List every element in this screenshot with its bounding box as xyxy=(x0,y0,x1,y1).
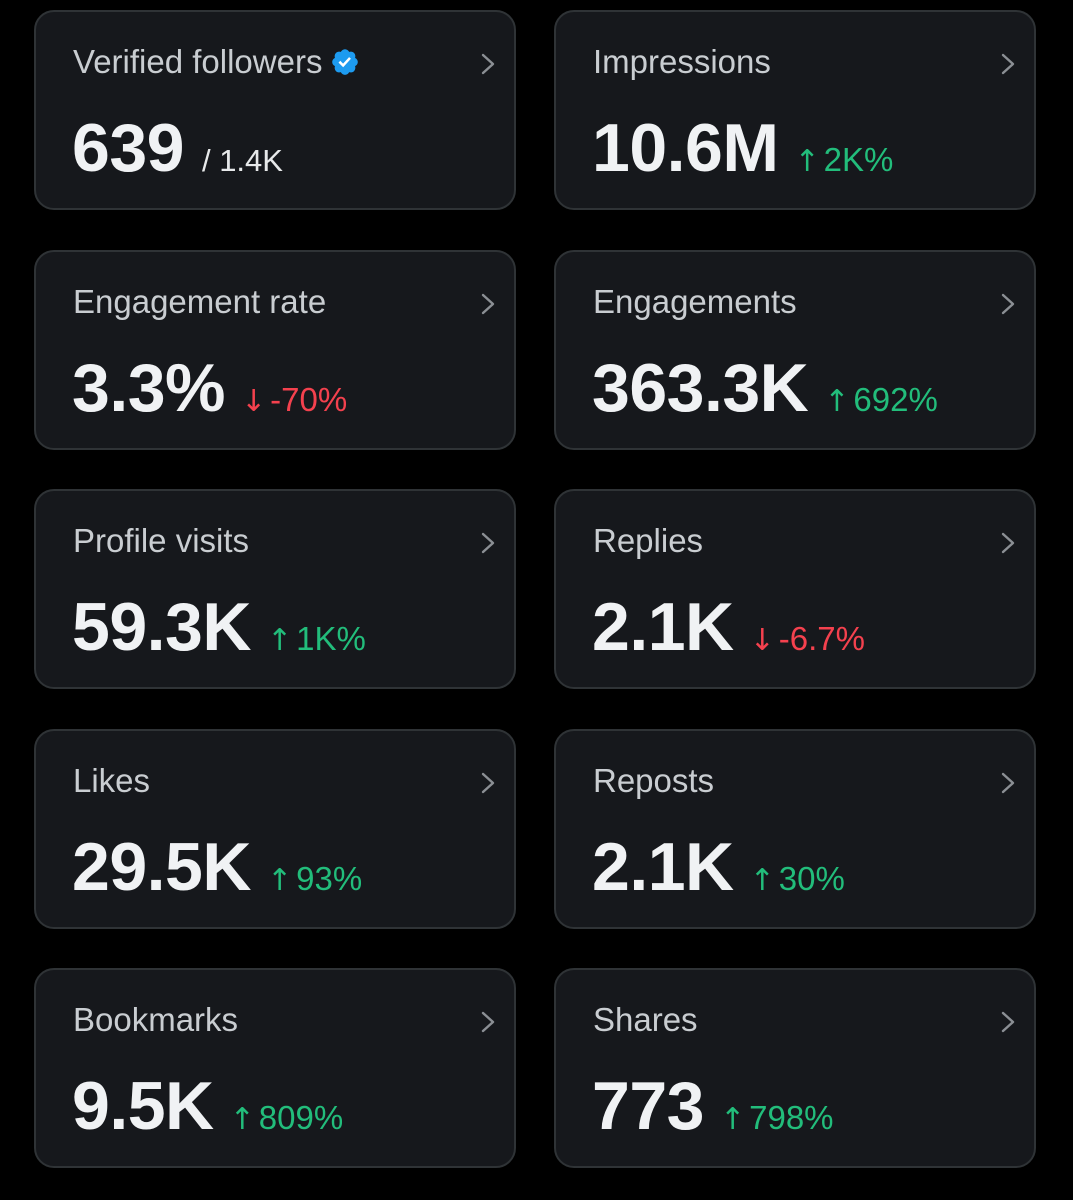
card-value-row: 639 / 1.4K xyxy=(72,110,283,186)
card-value-row: 10.6M ↑ 2K% xyxy=(592,110,893,186)
card-label: Likes xyxy=(73,762,151,799)
chevron-right-icon xyxy=(481,293,495,315)
card-value: 29.5K xyxy=(72,829,251,905)
card-change: ↑ 809% xyxy=(230,1099,344,1137)
card-total: / 1.4K xyxy=(201,143,283,178)
card-label: Profile visits xyxy=(73,522,250,559)
card-label: Engagement rate xyxy=(73,283,327,320)
card-value: 10.6M xyxy=(592,110,779,186)
verified-badge-icon xyxy=(332,49,359,75)
card-value-row: 2.1K ↓ -6.7% xyxy=(592,589,865,665)
card-change: ↑ 93% xyxy=(267,860,362,898)
card-engagement-rate[interactable]: Engagement rate 3.3% ↓ -70% xyxy=(34,250,516,450)
chevron-right-icon xyxy=(1001,293,1015,315)
arrow-up-icon: ↑ xyxy=(266,863,293,898)
card-value: 363.3K xyxy=(592,350,809,426)
card-change-value: 93% xyxy=(296,860,363,897)
card-value-row: 3.3% ↓ -70% xyxy=(72,350,347,426)
arrow-up-icon: ↑ xyxy=(824,384,850,419)
card-label-text: Verified followers xyxy=(73,43,323,80)
chevron-right-icon xyxy=(481,532,495,554)
arrow-up-icon: ↑ xyxy=(719,1102,746,1137)
card-value-row: 9.5K ↑ 809% xyxy=(72,1068,343,1144)
card-label: Engagements xyxy=(593,283,797,320)
card-value-row: 773 ↑ 798% xyxy=(592,1068,834,1144)
card-bookmarks[interactable]: Bookmarks 9.5K ↑ 809% xyxy=(34,968,516,1168)
card-change-value: -70% xyxy=(270,381,348,418)
arrow-up-icon: ↑ xyxy=(794,144,820,179)
card-change-value: 1K% xyxy=(296,620,366,657)
card-change: ↑ 798% xyxy=(720,1099,834,1137)
chevron-right-icon xyxy=(481,772,495,794)
chevron-right-icon xyxy=(1001,532,1015,554)
card-value-row: 363.3K ↑ 692% xyxy=(592,350,938,426)
card-change: ↑ 1K% xyxy=(267,620,366,658)
card-label: Replies xyxy=(593,522,704,559)
card-change-value: -6.7% xyxy=(778,620,865,657)
card-value: 2.1K xyxy=(592,829,734,905)
card-label: Impressions xyxy=(593,43,771,80)
arrow-down-icon: ↓ xyxy=(241,384,267,419)
card-change-value: 798% xyxy=(749,1099,834,1136)
card-replies[interactable]: Replies 2.1K ↓ -6.7% xyxy=(554,489,1036,689)
card-shares[interactable]: Shares 773 ↑ 798% xyxy=(554,968,1036,1168)
card-value: 3.3% xyxy=(72,350,226,426)
card-impressions[interactable]: Impressions 10.6M ↑ 2K% xyxy=(554,10,1036,210)
card-value: 2.1K xyxy=(592,589,734,665)
arrow-up-icon: ↑ xyxy=(266,623,293,658)
card-value: 9.5K xyxy=(72,1068,214,1144)
card-label: Verified followers xyxy=(73,42,360,82)
card-change-value: 809% xyxy=(258,1099,344,1136)
card-label: Reposts xyxy=(593,762,715,799)
arrow-up-icon: ↑ xyxy=(749,863,775,898)
card-value-row: 59.3K ↑ 1K% xyxy=(72,589,366,665)
card-change-value: 30% xyxy=(778,860,845,897)
arrow-up-icon: ↑ xyxy=(229,1102,255,1137)
chevron-right-icon xyxy=(1001,53,1015,75)
chevron-right-icon xyxy=(1001,772,1015,794)
card-change: ↓ -70% xyxy=(241,381,347,419)
card-label: Bookmarks xyxy=(73,1001,239,1038)
chevron-right-icon xyxy=(1001,1011,1015,1033)
card-change: ↓ -6.7% xyxy=(750,620,865,658)
card-change-value: 2K% xyxy=(823,141,894,178)
card-reposts[interactable]: Reposts 2.1K ↑ 30% xyxy=(554,729,1036,929)
card-value: 773 xyxy=(592,1068,704,1144)
card-value: 59.3K xyxy=(72,589,251,665)
card-profile-visits[interactable]: Profile visits 59.3K ↑ 1K% xyxy=(34,489,516,689)
card-likes[interactable]: Likes 29.5K ↑ 93% xyxy=(34,729,516,929)
card-verified-followers[interactable]: Verified followers 639 / 1.4K xyxy=(34,10,516,210)
card-value-row: 2.1K ↑ 30% xyxy=(592,829,845,905)
chevron-right-icon xyxy=(481,1011,495,1033)
arrow-down-icon: ↓ xyxy=(749,623,775,658)
card-change: ↑ 30% xyxy=(750,860,845,898)
card-change: ↑ 2K% xyxy=(795,141,894,179)
chevron-right-icon xyxy=(481,53,495,75)
card-change-value: 692% xyxy=(853,381,938,418)
card-engagements[interactable]: Engagements 363.3K ↑ 692% xyxy=(554,250,1036,450)
card-label: Shares xyxy=(593,1001,698,1038)
card-value: 639 xyxy=(72,110,184,186)
card-value-row: 29.5K ↑ 93% xyxy=(72,829,362,905)
card-change: ↑ 692% xyxy=(824,381,938,419)
